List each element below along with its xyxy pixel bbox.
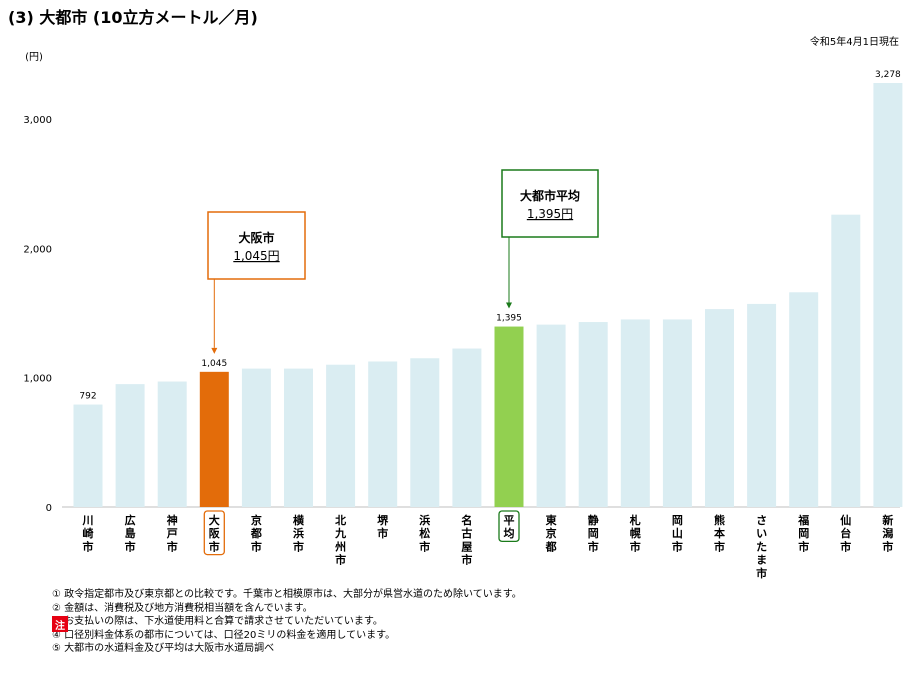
data-label: 3,278 [875,70,901,80]
bar [452,348,482,507]
x-tick-label: 新潟市 [882,513,893,553]
x-tick-label: 岡山市 [672,514,683,553]
bar [578,322,608,507]
y-tick-label: 1,000 [23,374,52,385]
note-item-4: ④ 口径別料金体系の都市については、口径20ミリの料金を適用しています。 [52,629,396,641]
data-label: 1,045 [201,359,227,369]
x-tick-label-highlight: 平均 [504,514,515,540]
x-tick-label: 仙台市 [840,513,851,553]
bar [662,319,692,507]
callout-value: 1,045円 [233,249,279,263]
bar [241,368,271,507]
note-badge: 注 [52,616,68,632]
bar [199,371,229,507]
bar [831,214,861,507]
x-tick-label: さいたま市 [756,514,767,580]
x-tick-label: 熊本市 [714,513,725,553]
note-item-5: ⑤ 大都市の水道料金及び平均は大阪市水道局調べ [52,643,275,654]
x-tick-label: 北九州市 [334,513,346,567]
bar [536,324,566,507]
bar [157,381,187,507]
callout-title: 大阪市 [238,230,274,245]
note-item-3: ③ お支払いの際は、下水道使用料と合算で請求させていただいています。 [52,616,383,627]
x-tick-label: 浜松市 [419,513,430,553]
bar [73,404,103,507]
x-tick-label: 広島市 [125,513,136,553]
note-item-2: ② 金額は、消費税及び地方消費税相当額を含んでいます。 [52,602,313,614]
callout-value: 1,395円 [527,207,573,221]
data-label: 1,395 [496,314,522,324]
x-tick-label: 札幌市 [629,513,641,553]
bar [284,368,313,507]
bar [494,326,524,507]
as-of-date: 令和5年4月1日現在 [809,37,899,48]
x-tick-label: 堺市 [377,513,389,540]
x-tick-label: 横浜市 [293,513,305,553]
bar [368,361,398,507]
osaka-label-box [203,510,225,556]
data-label: 792 [79,392,96,402]
chart-title: (3) 大都市 (10立方メートル／月) [8,8,258,27]
bar [410,358,440,507]
note-list: ① 政令指定都市及び東京都との比較です。千葉市と相模原市は、大部分が県営水道のた… [52,588,892,656]
y-tick-label: 2,000 [23,244,52,255]
callout-arrow-head [506,302,512,309]
callout-arrow-head [211,347,218,354]
bar [326,364,356,507]
y-tick-label: 3,000 [23,115,52,126]
x-tick-label: 福岡市 [797,513,809,553]
x-tick-label: 静岡市 [588,513,599,553]
bar [747,303,777,507]
y-axis-label: (円) [25,52,43,63]
x-tick-label: 京都市 [250,513,262,553]
x-tick-label: 東京都 [545,513,558,553]
x-tick-label-highlight: 大阪市 [209,513,221,553]
average-label-box [498,510,520,543]
y-tick-label: 0 [46,503,52,514]
bar [115,384,145,507]
bar [705,309,734,507]
bar [873,83,903,507]
x-tick-label: 名古屋市 [461,513,472,567]
bar [789,292,819,507]
callout-box [501,169,599,238]
callout-box [207,211,306,280]
bar [620,319,650,507]
bar-chart: (円) 0 1,000 2,000 3,000 792 1,045 1,395 3,278 川崎市… [23,52,903,580]
x-tick-label: 神戸市 [167,513,178,553]
note-item-1: ① 政令指定都市及び東京都との比較です。千葉市と相模原市は、大部分が県営水道のた… [52,589,522,600]
callout-title: 大都市平均 [520,188,580,203]
x-tick-label: 川崎市 [82,514,94,553]
